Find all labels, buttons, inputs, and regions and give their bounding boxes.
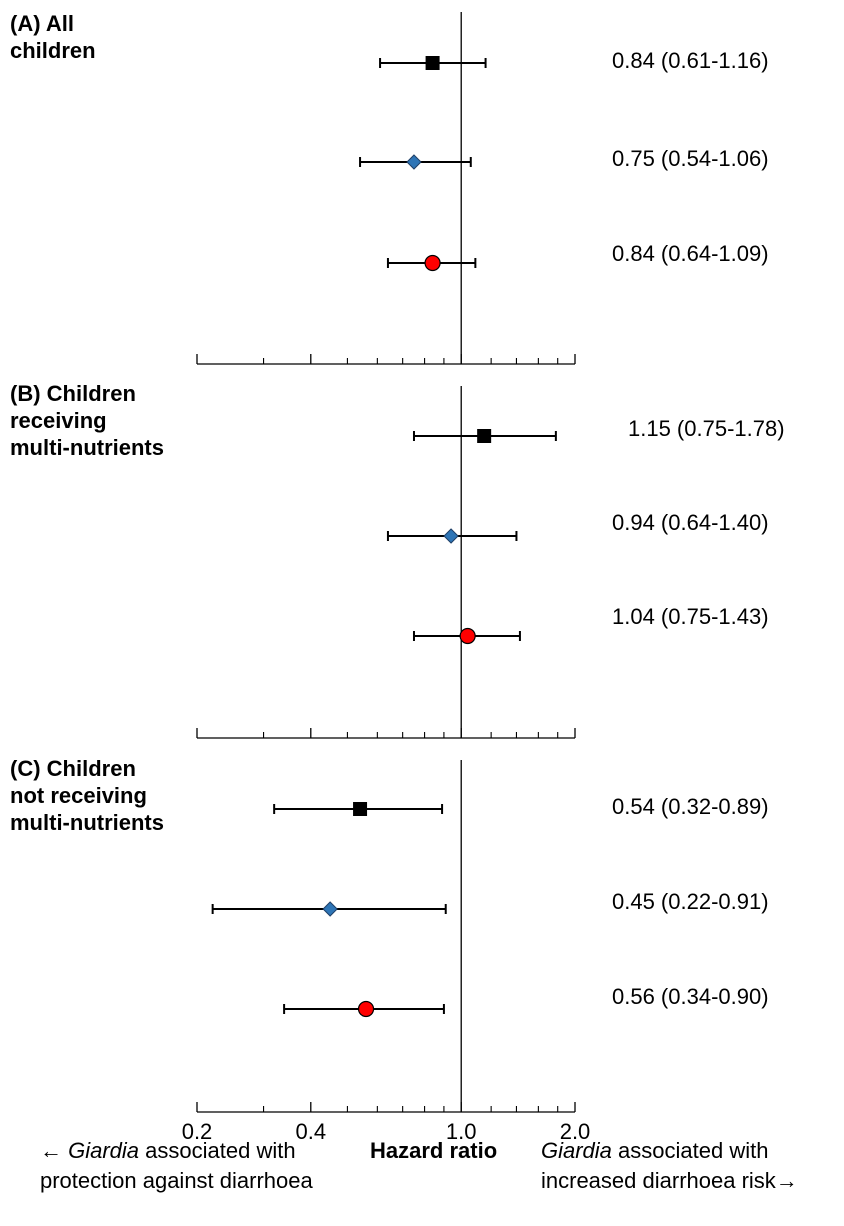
right-note-line2: increased diarrhoea risk→ (541, 1166, 798, 1196)
left-arrow: ← (40, 1138, 62, 1163)
panel-c-title-line: not receiving (10, 783, 147, 808)
left-note-line1: ← Giardia associated with (40, 1136, 313, 1166)
hr-point-diamond (443, 528, 459, 544)
right-note-text: associated with (611, 1138, 769, 1163)
hr-point-circle (459, 627, 476, 645)
x-tick-label: 2.0 (560, 1119, 591, 1144)
left-axis-note: ← Giardia associated with protection aga… (40, 1136, 313, 1196)
left-note-italic: Giardia (68, 1138, 140, 1163)
hr-point-diamond (406, 154, 422, 170)
estimate-label: 0.84 (0.64-1.09) (612, 241, 769, 266)
panel-a-title-line: children (10, 38, 96, 63)
panel-c-title-line: multi-nutrients (10, 810, 164, 835)
hr-point-square (425, 56, 440, 70)
left-note-text: associated with (139, 1138, 296, 1163)
panel-a-title-line: (A) All (10, 11, 74, 36)
panel-a-title: (A) All children (10, 10, 96, 64)
hr-point-circle (357, 1000, 375, 1018)
hr-point-square (353, 802, 368, 816)
panel-c-title: (C) Children not receiving multi-nutrien… (10, 755, 164, 836)
hr-point-square (477, 429, 492, 443)
estimate-label: 1.15 (0.75-1.78) (628, 416, 785, 441)
hr-point-circle (424, 254, 441, 272)
panel-b-title: (B) Children receiving multi-nutrients (10, 380, 164, 461)
hr-point-diamond (322, 901, 338, 917)
estimate-label: 0.45 (0.22-0.91) (612, 889, 769, 914)
left-note-line2: protection against diarrhoea (40, 1168, 313, 1193)
x-axis-label: Hazard ratio (370, 1138, 498, 1163)
x-tick-label: 0.2 (182, 1119, 213, 1144)
right-note-text2: increased diarrhoea risk (541, 1168, 776, 1193)
estimate-label: 1.04 (0.75-1.43) (612, 604, 769, 629)
right-note-line1: Giardia associated with (541, 1136, 798, 1166)
panel-b-title-line: multi-nutrients (10, 435, 164, 460)
panel-b-title-line: receiving (10, 408, 107, 433)
estimate-label: 0.56 (0.34-0.90) (612, 984, 769, 1009)
panel-b-title-line: (B) Children (10, 381, 136, 406)
estimate-label: 0.54 (0.32-0.89) (612, 794, 769, 819)
panel-c-title-line: (C) Children (10, 756, 136, 781)
x-tick-label: 0.4 (295, 1119, 326, 1144)
right-axis-note: Giardia associated with increased diarrh… (541, 1136, 798, 1196)
x-tick-label: 1.0 (446, 1119, 477, 1144)
estimate-label: 0.84 (0.61-1.16) (612, 48, 769, 73)
estimate-label: 0.94 (0.64-1.40) (612, 510, 769, 535)
estimate-label: 0.75 (0.54-1.06) (612, 146, 769, 171)
right-arrow: → (775, 1168, 798, 1193)
right-note-italic: Giardia (541, 1138, 612, 1163)
